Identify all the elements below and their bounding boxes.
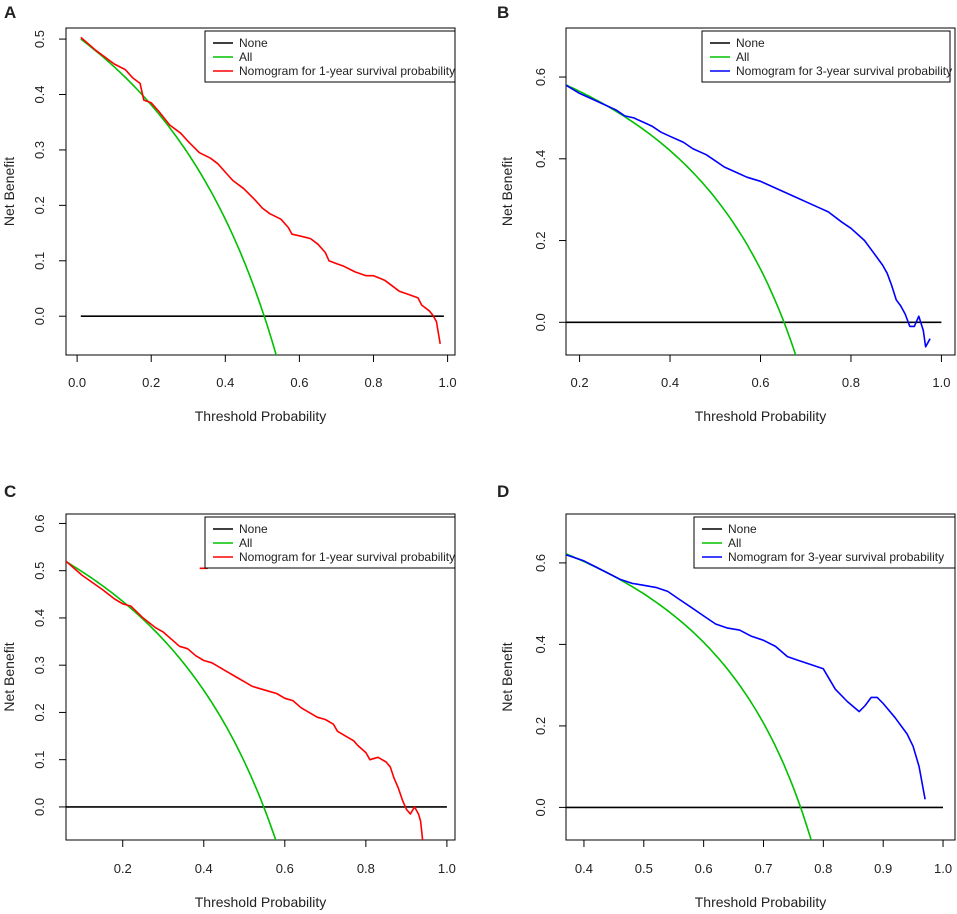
x-axis-title: Threshold Probability bbox=[695, 408, 827, 424]
legend-label: None bbox=[239, 522, 268, 536]
x-axis-title: Threshold Probability bbox=[195, 894, 327, 910]
legend-label: Nomogram for 1-year survival probability bbox=[239, 550, 455, 564]
y-axis-title: Net Benefit bbox=[1, 642, 17, 711]
x-tick-label: 0.8 bbox=[814, 861, 832, 876]
y-tick-label: 0.0 bbox=[533, 798, 548, 816]
panel-c: C 0.2 0.4 0.6 0.8 1.0 0.0 0.1 0.2 0.3 0.4 0.5 0.6 Thr… bbox=[1, 482, 456, 910]
y-tick-label: 0.1 bbox=[32, 751, 47, 769]
x-tick-label: 1.0 bbox=[438, 861, 456, 876]
x-tick-label: 0.5 bbox=[635, 861, 653, 876]
series-nomogram-line bbox=[80, 36, 441, 345]
y-axis-title: Net Benefit bbox=[499, 642, 515, 711]
y-tick-label: 0.4 bbox=[533, 150, 548, 168]
y-tick-label: 0.4 bbox=[32, 609, 47, 627]
x-tick-label: 0.8 bbox=[364, 375, 382, 390]
x-tick-label: 0.9 bbox=[874, 861, 892, 876]
panel-d: D 0.4 0.5 0.6 0.7 0.8 0.9 1.0 0.0 0.2 0.4 0.6 Thresh… bbox=[497, 482, 956, 910]
panel-b: B 0.2 0.4 0.6 0.8 1.0 0.0 0.2 0.4 0.6 Threshold Pr… bbox=[497, 3, 956, 424]
x-tick-label: 0.4 bbox=[216, 375, 234, 390]
panel-letter: A bbox=[4, 3, 16, 22]
y-axis-title: Net Benefit bbox=[1, 157, 17, 226]
x-axis-title: Threshold Probability bbox=[695, 894, 827, 910]
x-tick-label: 0.6 bbox=[695, 861, 713, 876]
legend-box bbox=[693, 516, 956, 569]
series-group bbox=[566, 84, 942, 355]
legend-box bbox=[204, 30, 456, 83]
x-tick-label: 0.2 bbox=[142, 375, 160, 390]
series-nomogram-line bbox=[66, 560, 424, 840]
y-tick-label: 0.5 bbox=[32, 562, 47, 580]
legend-label: Nomogram for 3-year survival probability bbox=[736, 64, 952, 78]
series-nomogram-line bbox=[566, 554, 926, 800]
x-tick-label: 0.8 bbox=[842, 375, 860, 390]
legend-label: Nomogram for 3-year survival probability bbox=[728, 550, 944, 564]
y-axis-title: Net Benefit bbox=[499, 157, 515, 226]
series-group bbox=[66, 560, 447, 840]
y-tick-label: 0.3 bbox=[32, 141, 47, 159]
y-tick-label: 0.2 bbox=[32, 703, 47, 721]
legend-label: All bbox=[239, 536, 252, 550]
panel-letter: B bbox=[497, 3, 509, 22]
x-tick-label: 0.4 bbox=[195, 861, 213, 876]
series-group bbox=[566, 553, 943, 840]
y-tick-label: 0.0 bbox=[533, 313, 548, 331]
y-tick-label: 0.2 bbox=[32, 196, 47, 214]
panel-letter: D bbox=[497, 482, 509, 501]
y-tick-label: 0.6 bbox=[32, 514, 47, 532]
legend-label: All bbox=[736, 50, 749, 64]
y-tick-label: 0.6 bbox=[533, 68, 548, 86]
legend-label: None bbox=[239, 36, 268, 50]
x-tick-label: 1.0 bbox=[932, 375, 950, 390]
y-tick-label: 0.1 bbox=[32, 252, 47, 270]
x-tick-label: 0.6 bbox=[290, 375, 308, 390]
legend-label: All bbox=[728, 536, 741, 550]
legend-label: None bbox=[736, 36, 765, 50]
x-tick-label: 0.6 bbox=[751, 375, 769, 390]
x-tick-label: 0.4 bbox=[575, 861, 593, 876]
series-all-line bbox=[80, 38, 278, 355]
x-tick-label: 1.0 bbox=[934, 861, 952, 876]
x-tick-label: 0.2 bbox=[571, 375, 589, 390]
panel-letter: C bbox=[4, 482, 16, 501]
series-all-line bbox=[566, 553, 813, 840]
y-tick-label: 0.0 bbox=[32, 307, 47, 325]
x-tick-label: 0.6 bbox=[276, 861, 294, 876]
y-tick-label: 0.3 bbox=[32, 656, 47, 674]
series-all-line bbox=[566, 84, 797, 355]
legend-box bbox=[204, 516, 456, 569]
y-tick-label: 0.5 bbox=[32, 30, 47, 48]
legend-label: None bbox=[728, 522, 757, 536]
y-tick-label: 0.4 bbox=[32, 85, 47, 103]
series-all-line bbox=[66, 560, 277, 840]
legend-label: Nomogram for 1-year survival probability bbox=[239, 64, 455, 78]
x-tick-label: 0.8 bbox=[357, 861, 375, 876]
y-tick-label: 0.2 bbox=[533, 232, 548, 250]
x-tick-label: 0.0 bbox=[68, 375, 86, 390]
y-tick-label: 0.6 bbox=[533, 554, 548, 572]
x-tick-label: 0.4 bbox=[661, 375, 679, 390]
legend-box bbox=[701, 30, 951, 83]
legend-label: All bbox=[239, 50, 252, 64]
y-tick-label: 0.0 bbox=[32, 798, 47, 816]
x-tick-label: 0.7 bbox=[754, 861, 772, 876]
x-tick-label: 0.2 bbox=[114, 861, 132, 876]
x-tick-label: 1.0 bbox=[439, 375, 457, 390]
series-nomogram-line bbox=[566, 84, 931, 348]
plot-frame bbox=[65, 513, 456, 841]
y-tick-label: 0.4 bbox=[533, 635, 548, 653]
series-group bbox=[80, 36, 444, 355]
panel-a: A 0.0 0.2 0.4 0.6 0.8 1.0 0.0 0.1 0.2 0.3 0.4 0.5 Thr… bbox=[1, 3, 457, 424]
plot-frame bbox=[65, 27, 456, 356]
plot-frame bbox=[565, 513, 956, 841]
x-axis-title: Threshold Probability bbox=[195, 408, 327, 424]
y-tick-label: 0.2 bbox=[533, 717, 548, 735]
